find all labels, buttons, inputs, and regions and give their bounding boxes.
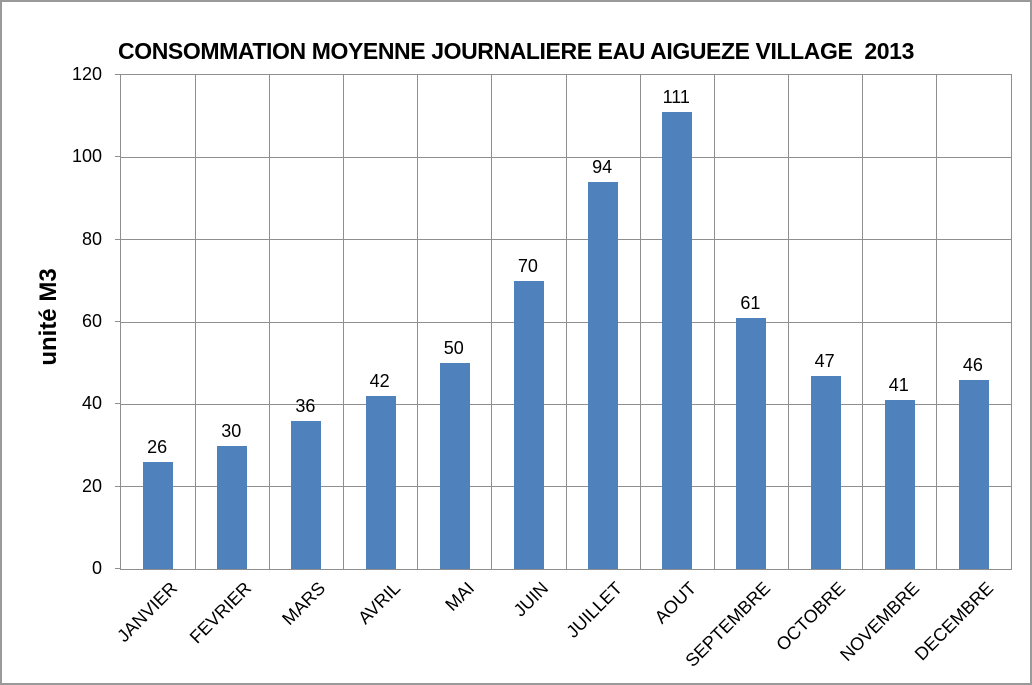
bar-value-label-avril: 42 bbox=[369, 371, 390, 392]
bar-octobre bbox=[810, 375, 841, 569]
bar-juin bbox=[513, 280, 544, 569]
y-tick-mark-60 bbox=[115, 321, 121, 322]
v-gridline-8 bbox=[713, 75, 715, 569]
bar-value-label-mai: 50 bbox=[443, 338, 464, 359]
bar-mars bbox=[291, 420, 322, 569]
v-gridline-5 bbox=[491, 75, 493, 569]
bar-value-label-juin: 70 bbox=[517, 255, 538, 276]
bar-value-label-octobre: 47 bbox=[814, 350, 835, 371]
bar-janvier bbox=[143, 461, 174, 569]
v-gridline-2 bbox=[268, 75, 270, 569]
y-tick-mark-120 bbox=[115, 74, 121, 75]
y-tick-label-20: 20 bbox=[81, 475, 102, 496]
bar-value-label-mars: 36 bbox=[295, 395, 316, 416]
x-tick-label-janvier: JANVIER bbox=[113, 578, 182, 646]
x-tick-label-juillet: JUILLET bbox=[562, 578, 627, 642]
plot-area bbox=[120, 74, 1012, 570]
bar-value-label-septembre: 61 bbox=[740, 292, 761, 313]
bar-mai bbox=[439, 363, 470, 569]
y-axis-title: unité M3 bbox=[35, 268, 62, 366]
y-tick-mark-40 bbox=[115, 403, 121, 405]
x-tick-label-juin: JUIN bbox=[509, 578, 553, 621]
bar-value-label-aout: 111 bbox=[662, 87, 690, 108]
v-gridline-4 bbox=[417, 75, 419, 569]
v-gridline-1 bbox=[194, 75, 196, 569]
x-tick-label-fevrier: FEVRIER bbox=[186, 578, 256, 648]
y-tick-label-40: 40 bbox=[81, 393, 102, 414]
v-gridline-6 bbox=[565, 75, 567, 569]
y-tick-label-0: 0 bbox=[91, 558, 102, 578]
bar-septembre bbox=[736, 317, 767, 569]
y-tick-label-60: 60 bbox=[81, 311, 102, 331]
y-tick-mark-0 bbox=[115, 568, 121, 569]
x-tick-label-decembre: DECEMBRE bbox=[910, 578, 998, 665]
bar-aout bbox=[662, 112, 693, 569]
v-gridline-11 bbox=[936, 75, 938, 569]
y-tick-label-120: 120 bbox=[71, 64, 102, 84]
v-gridline-10 bbox=[862, 75, 864, 569]
y-tick-mark-20 bbox=[115, 485, 121, 487]
y-tick-label-100: 100 bbox=[71, 146, 102, 167]
y-tick-label-80: 80 bbox=[81, 228, 102, 249]
x-tick-label-octobre: OCTOBRE bbox=[771, 578, 849, 655]
v-gridline-7 bbox=[639, 75, 641, 569]
x-tick-label-mai: MAI bbox=[441, 578, 478, 615]
bar-novembre bbox=[884, 400, 915, 569]
v-gridline-9 bbox=[788, 75, 789, 569]
chart-title: CONSOMMATION MOYENNE JOURNALIERE EAU AIG… bbox=[118, 38, 914, 64]
x-tick-label-mars: MARS bbox=[278, 578, 330, 629]
bar-value-label-juillet: 94 bbox=[592, 157, 613, 178]
y-tick-mark-80 bbox=[115, 238, 121, 240]
bar-avril bbox=[365, 396, 396, 569]
bar-value-label-fevrier: 30 bbox=[221, 420, 242, 441]
bar-fevrier bbox=[217, 445, 248, 569]
x-tick-label-avril: AVRIL bbox=[353, 578, 404, 628]
bar-juillet bbox=[588, 182, 619, 569]
v-gridline-3 bbox=[343, 75, 344, 569]
y-tick-mark-100 bbox=[115, 156, 121, 158]
bar-value-label-decembre: 46 bbox=[962, 354, 983, 375]
bar-decembre bbox=[958, 379, 989, 569]
bar-value-label-janvier: 26 bbox=[147, 436, 168, 457]
bar-value-label-novembre: 41 bbox=[888, 375, 909, 396]
x-tick-label-aout: AOUT bbox=[650, 578, 701, 628]
